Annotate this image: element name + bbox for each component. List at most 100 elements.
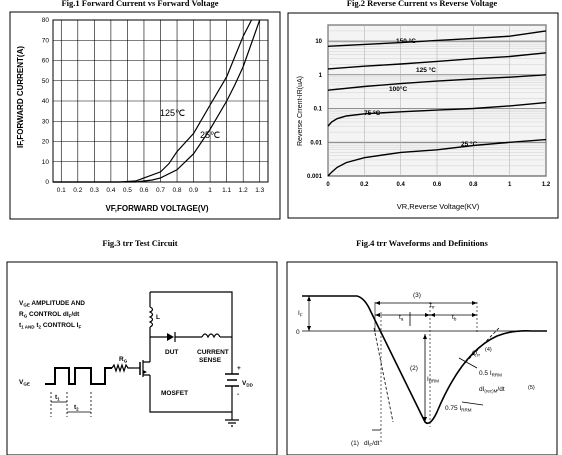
fig4-current-wave xyxy=(302,295,547,425)
fig4-waveform: IF 0 (3) trr ta tb Qrr (4) (2) IRRM 0.5 … xyxy=(286,261,558,455)
fig1-y-tick-label: 10 xyxy=(42,159,50,166)
fig1-x-tick-label: 0.4 xyxy=(106,187,115,194)
fig3-minus-label: - xyxy=(237,391,239,398)
fig2-y-tick-label: 10 xyxy=(315,39,322,45)
fig3-rg-resistor xyxy=(111,363,134,373)
fig1-y-tick-label: 20 xyxy=(42,139,50,146)
fig3-t1-label: t1 xyxy=(55,394,60,402)
fig2-x-tick-label: 0.4 xyxy=(396,182,405,188)
fig3-inductor xyxy=(148,306,154,328)
fig1-series-line-1 xyxy=(53,19,261,183)
fig3-rg-label: RG xyxy=(119,356,128,364)
fig2-y-tick-label: 0.1 xyxy=(314,107,323,113)
fig4-di-label: dI(rec)M/dt xyxy=(479,386,505,394)
fig2-x-tick-label: 0.8 xyxy=(469,182,478,188)
fig3-sense-label: SENSE xyxy=(199,357,222,364)
fig1-x-tick-label: 0.8 xyxy=(173,187,182,194)
fig4-trr-label: trr xyxy=(430,302,435,310)
fig2-series-line-4 xyxy=(327,138,547,177)
fig2-series-label-75: 75 °C xyxy=(364,109,381,117)
fig4-q75-label: 0.75 IRRM xyxy=(445,405,472,413)
fig2-ylabel: Reverse Crrent-IR(uA) xyxy=(297,76,304,146)
fig1-y-tick-label: 40 xyxy=(42,98,50,105)
fig1-y-tick-label: 80 xyxy=(42,17,50,24)
fig4-title: Fig.4 trr Waveforms and Definitions xyxy=(356,238,488,248)
fig4-label1: (1) xyxy=(351,440,359,447)
fig3-current-sense-coil xyxy=(201,333,221,339)
fig1-chart: 0.1 0.2 0.3 0.4 0.5 0.6 0.7 0.8 0.9 1 1.1 1.2 1.3 0 10… xyxy=(9,11,281,220)
fig3-desc-line2: RG CONTROL dIF/dt xyxy=(19,311,80,319)
fig2-series-label-150: 150 °C xyxy=(396,37,416,45)
fig4-ta-label: ta xyxy=(399,314,404,322)
fig1-y-tick-label: 70 xyxy=(42,37,50,44)
fig1-series-label-25: 25℃ xyxy=(200,130,220,140)
fig1-y-tick-label: 60 xyxy=(42,58,50,65)
fig2-y-tick-label: 0.001 xyxy=(307,174,323,180)
fig1-frame xyxy=(9,11,281,220)
fig3-desc-line3: t1 AND t2 CONTROL IF xyxy=(19,322,81,330)
fig1-x-tick-label: 0.5 xyxy=(123,187,132,194)
fig3-vdd-label: VDD xyxy=(242,380,254,388)
fig4-label2: (2) xyxy=(410,365,418,372)
fig4-label4: (4) xyxy=(485,347,492,353)
fig1-y-tick-label: 0 xyxy=(45,179,49,186)
fig1-x-tick-label: 1.1 xyxy=(222,187,231,194)
fig3-dut-label: DUT xyxy=(165,349,178,356)
fig2-series-line-0 xyxy=(327,30,547,47)
fig1-x-tick-label: 0.6 xyxy=(139,187,148,194)
fig3-frame xyxy=(6,261,278,455)
fig1-y-tick-label: 30 xyxy=(42,118,50,125)
fig2-xlabel: VR,Reverse Voltage(KV) xyxy=(397,202,480,211)
fig3-circuit: VGE AMPLITUDE AND RG CONTROL dIF/dt t1 A… xyxy=(6,261,278,455)
fig2-x-tick-label: 0.2 xyxy=(360,182,369,188)
fig3-mosfet-label: MOSFET xyxy=(161,390,188,397)
fig4-dif-label: dIF/dt xyxy=(364,440,380,448)
fig1-series-label-125: 125℃ xyxy=(160,108,185,118)
fig1-x-tick-label: 1 xyxy=(208,187,212,194)
fig1-ylabel: IF,FORWARD CURRENT(A) xyxy=(16,46,25,148)
fig3-diode xyxy=(167,333,174,341)
fig2-series-line-2 xyxy=(327,74,547,91)
fig1-title: Fig.1 Forward Current vs Forward Voltage xyxy=(61,0,219,8)
fig2-series-line-1 xyxy=(327,52,547,70)
fig2-series-label-25: 25 °C xyxy=(461,140,478,148)
fig2-series-label-100: 100°C xyxy=(389,85,407,93)
fig2-frame xyxy=(287,12,559,219)
fig4-label5: (5) xyxy=(528,385,535,391)
fig3-gate-pulse xyxy=(45,367,112,385)
fig3-title: Fig.3 trr Test Circuit xyxy=(102,238,178,248)
fig2-x-tick-label: 0 xyxy=(326,182,330,188)
fig3-desc-line1: VGE AMPLITUDE AND xyxy=(19,300,85,308)
fig1-y-tick-label: 50 xyxy=(42,78,50,85)
fig4-frame xyxy=(286,261,558,455)
fig1-x-tick-label: 0.1 xyxy=(57,187,66,194)
fig2-series-label-125: 125 °C xyxy=(416,66,436,74)
fig2-y-tick-label: 1 xyxy=(319,73,323,79)
fig1-series-line-0 xyxy=(53,19,253,183)
fig4-if-label: IF xyxy=(298,310,303,318)
fig1-x-tick-label: 1.3 xyxy=(255,187,264,194)
fig4-label3: (3) xyxy=(413,292,421,299)
fig1-x-tick-label: 0.7 xyxy=(156,187,165,194)
fig3-plus-label: + xyxy=(237,365,241,372)
fig4-irrm-label: IRRM xyxy=(427,376,439,384)
fig2-x-tick-label: 1 xyxy=(508,182,512,188)
fig3-current-label: CURRENT xyxy=(197,349,229,356)
fig4-half-irrm: 0.5 IRRM xyxy=(479,370,502,378)
fig1-xlabel: VF,FORWARD VOLTAGE(V) xyxy=(105,204,208,213)
fig2-series-line-3 xyxy=(327,101,547,127)
fig3-l-label: L xyxy=(156,314,160,321)
fig2-title: Fig.2 Reverse Current vs Reverse Voltage xyxy=(346,0,498,8)
fig4-zero-label: 0 xyxy=(296,329,300,336)
fig2-x-tick-label: 0.6 xyxy=(433,182,442,188)
fig4-qrr-label: Qrr xyxy=(472,350,481,358)
fig1-x-tick-label: 1.2 xyxy=(239,187,248,194)
fig1-x-tick-label: 0.2 xyxy=(73,187,82,194)
fig1-x-tick-label: 0.3 xyxy=(90,187,99,194)
fig3-top-wire xyxy=(150,291,233,374)
fig3-ground xyxy=(225,419,239,427)
fig3-vge-label: VGE xyxy=(19,379,30,387)
fig4-tb-label: tb xyxy=(452,314,457,322)
fig2-y-tick-label: 0.01 xyxy=(310,140,322,146)
